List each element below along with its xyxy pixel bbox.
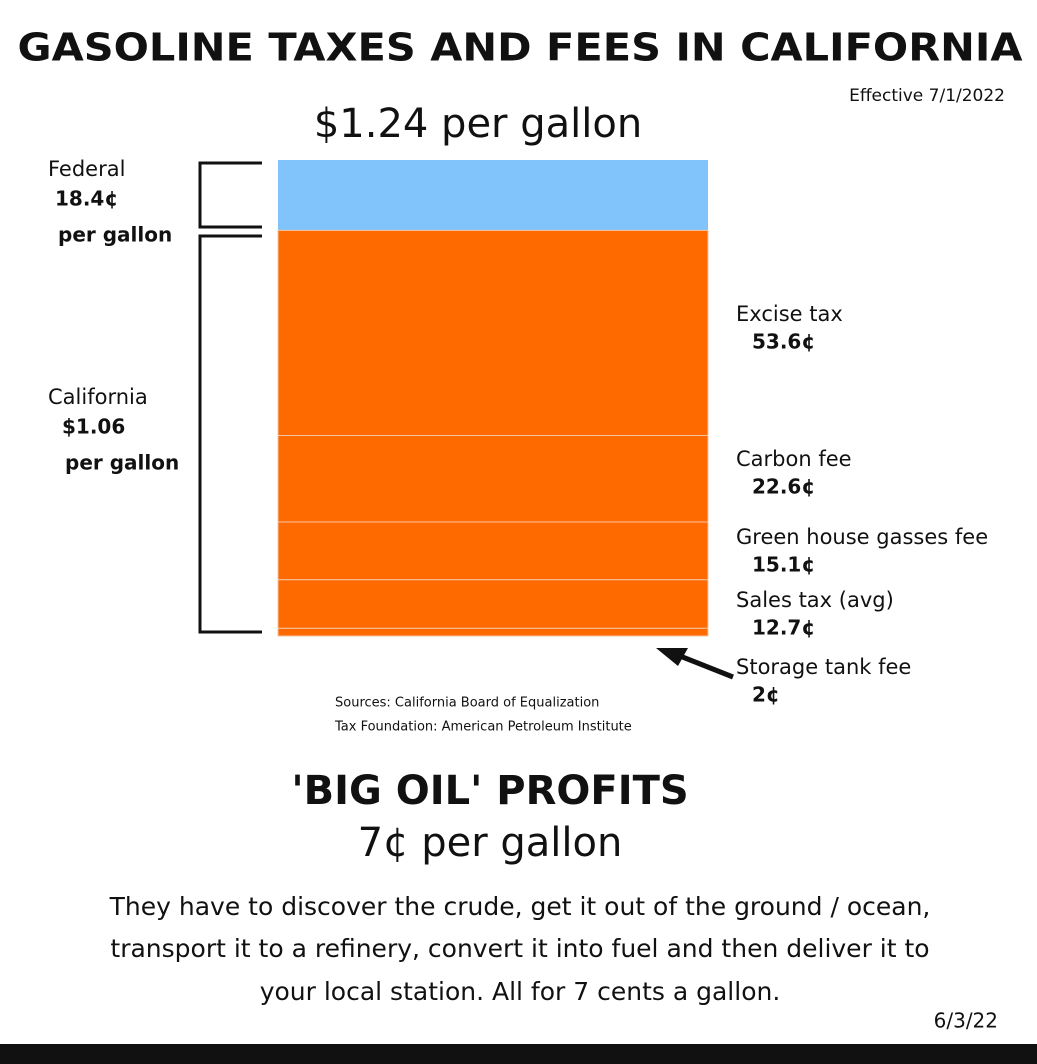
group-name: California xyxy=(48,385,148,409)
footer-bar xyxy=(0,1044,1037,1064)
segment-value: 12.7¢ xyxy=(752,616,815,640)
arrow xyxy=(679,653,734,680)
bar-segment xyxy=(277,579,709,629)
group-total: 18.4¢ xyxy=(55,187,118,211)
group-unit: per gallon xyxy=(58,223,172,247)
profits-text: your local station. All for 7 cents a ga… xyxy=(260,977,781,1006)
date: 6/3/22 xyxy=(934,1009,998,1033)
group-name: Federal xyxy=(48,157,125,181)
segment-name: Excise tax xyxy=(736,302,843,326)
bar-segment xyxy=(277,434,709,523)
bar-segment xyxy=(277,229,709,436)
watermark: ifunny.co xyxy=(938,1043,1030,1064)
source: Tax Foundation: American Petroleum Insti… xyxy=(334,720,632,735)
segment-name: Storage tank fee xyxy=(736,655,911,679)
california-bracket xyxy=(198,234,262,634)
segment-value: 22.6¢ xyxy=(752,475,815,499)
segment-name: Carbon fee xyxy=(736,447,852,471)
profits-title: 'BIG OIL' PROFITS xyxy=(291,768,688,814)
bar-segment xyxy=(277,521,709,581)
segment-value: 2¢ xyxy=(752,683,780,707)
chart-title: GASOLINE TAXES AND FEES IN CALIFORNIA xyxy=(18,26,1024,70)
effective-date: Effective 7/1/2022 xyxy=(849,86,1005,106)
profits-text: They have to discover the crude, get it … xyxy=(109,892,931,921)
bar-segment xyxy=(277,627,709,637)
profits-text: transport it to a refinery, convert it i… xyxy=(110,934,929,963)
segment-name: Green house gasses fee xyxy=(736,525,988,549)
segment-value: 15.1¢ xyxy=(752,553,815,577)
bar-segment xyxy=(278,160,708,231)
federal-bracket xyxy=(198,161,262,229)
arrow-head xyxy=(656,648,688,666)
segment-value: 53.6¢ xyxy=(752,330,815,354)
source: Sources: California Board of Equalizatio… xyxy=(335,696,599,711)
group-total: $1.06 xyxy=(62,415,125,439)
chart-subtitle: $1.24 per gallon xyxy=(314,101,642,147)
group-unit: per gallon xyxy=(65,451,179,475)
segment-name: Sales tax (avg) xyxy=(736,588,894,612)
profits-value: 7¢ per gallon xyxy=(358,820,623,866)
